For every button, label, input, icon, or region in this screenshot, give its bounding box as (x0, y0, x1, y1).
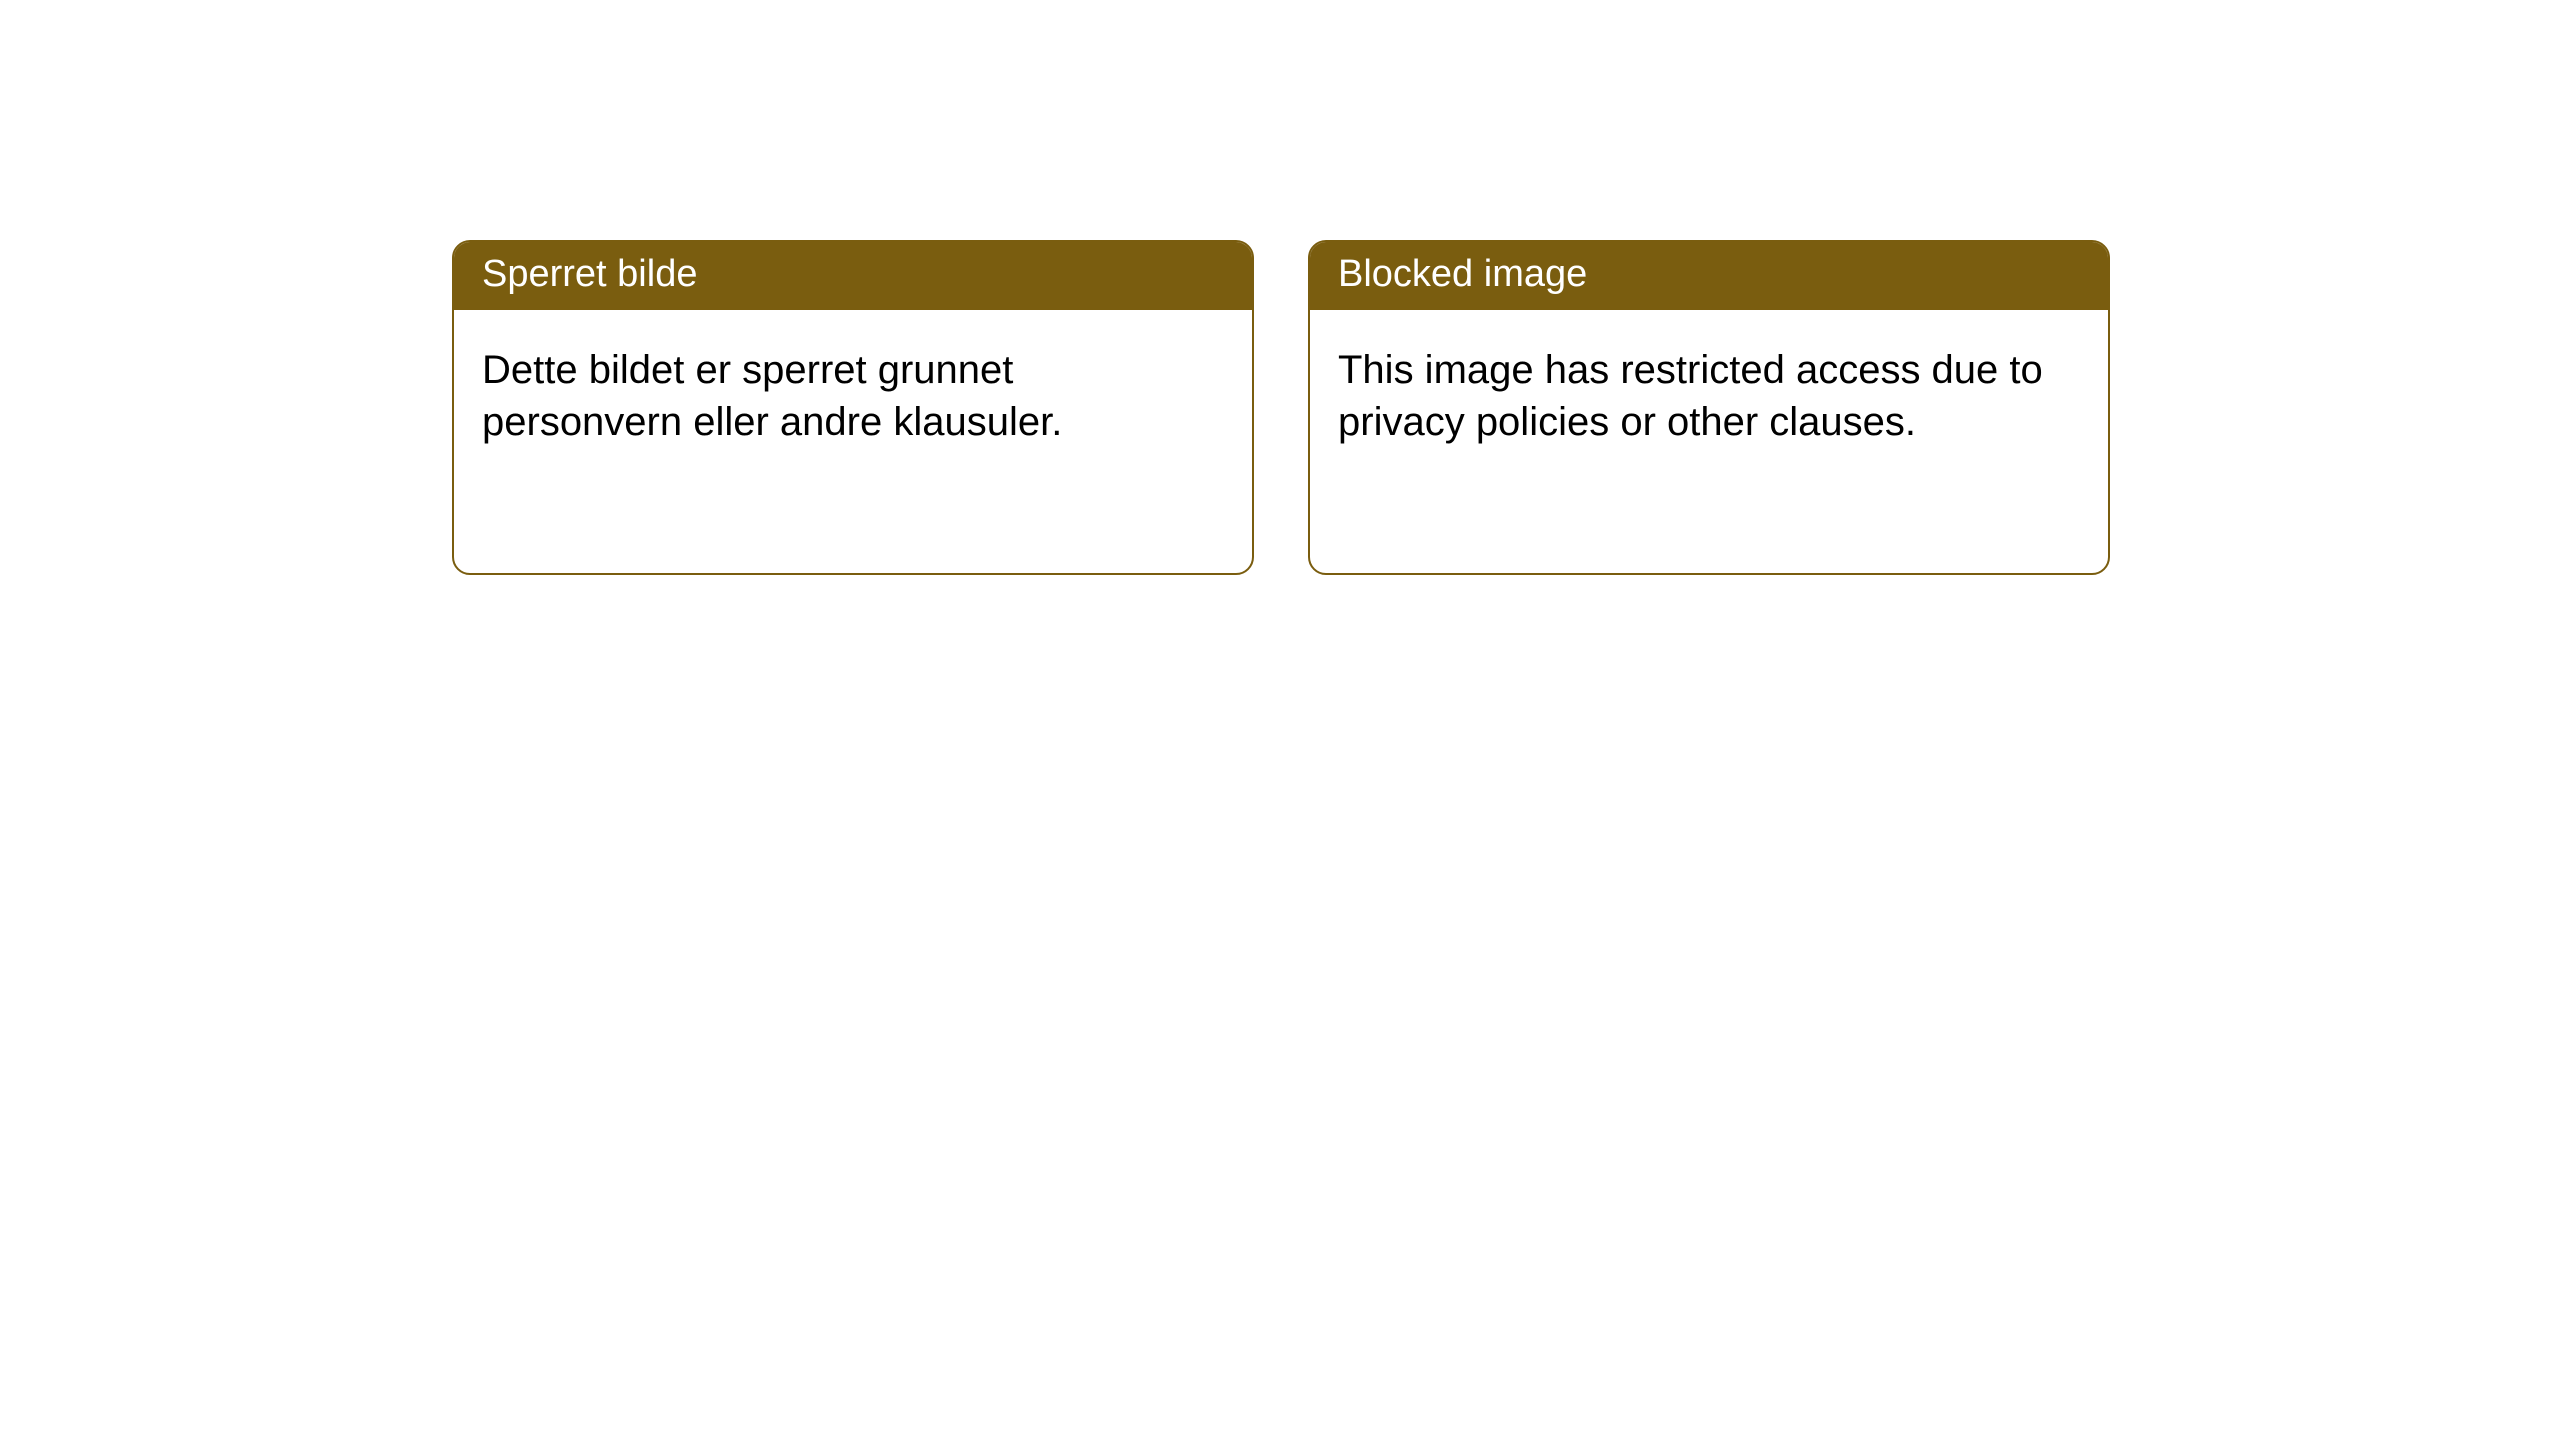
blocked-image-card-en: Blocked image This image has restricted … (1308, 240, 2110, 575)
card-body-text-no: Dette bildet er sperret grunnet personve… (482, 348, 1062, 444)
card-title-no: Sperret bilde (482, 253, 697, 295)
card-body-en: This image has restricted access due to … (1310, 310, 2108, 476)
card-header-en: Blocked image (1310, 242, 2108, 310)
card-header-no: Sperret bilde (454, 242, 1252, 310)
card-container: Sperret bilde Dette bildet er sperret gr… (0, 0, 2560, 575)
card-title-en: Blocked image (1338, 253, 1587, 295)
card-body-no: Dette bildet er sperret grunnet personve… (454, 310, 1252, 476)
card-body-text-en: This image has restricted access due to … (1338, 348, 2043, 444)
blocked-image-card-no: Sperret bilde Dette bildet er sperret gr… (452, 240, 1254, 575)
